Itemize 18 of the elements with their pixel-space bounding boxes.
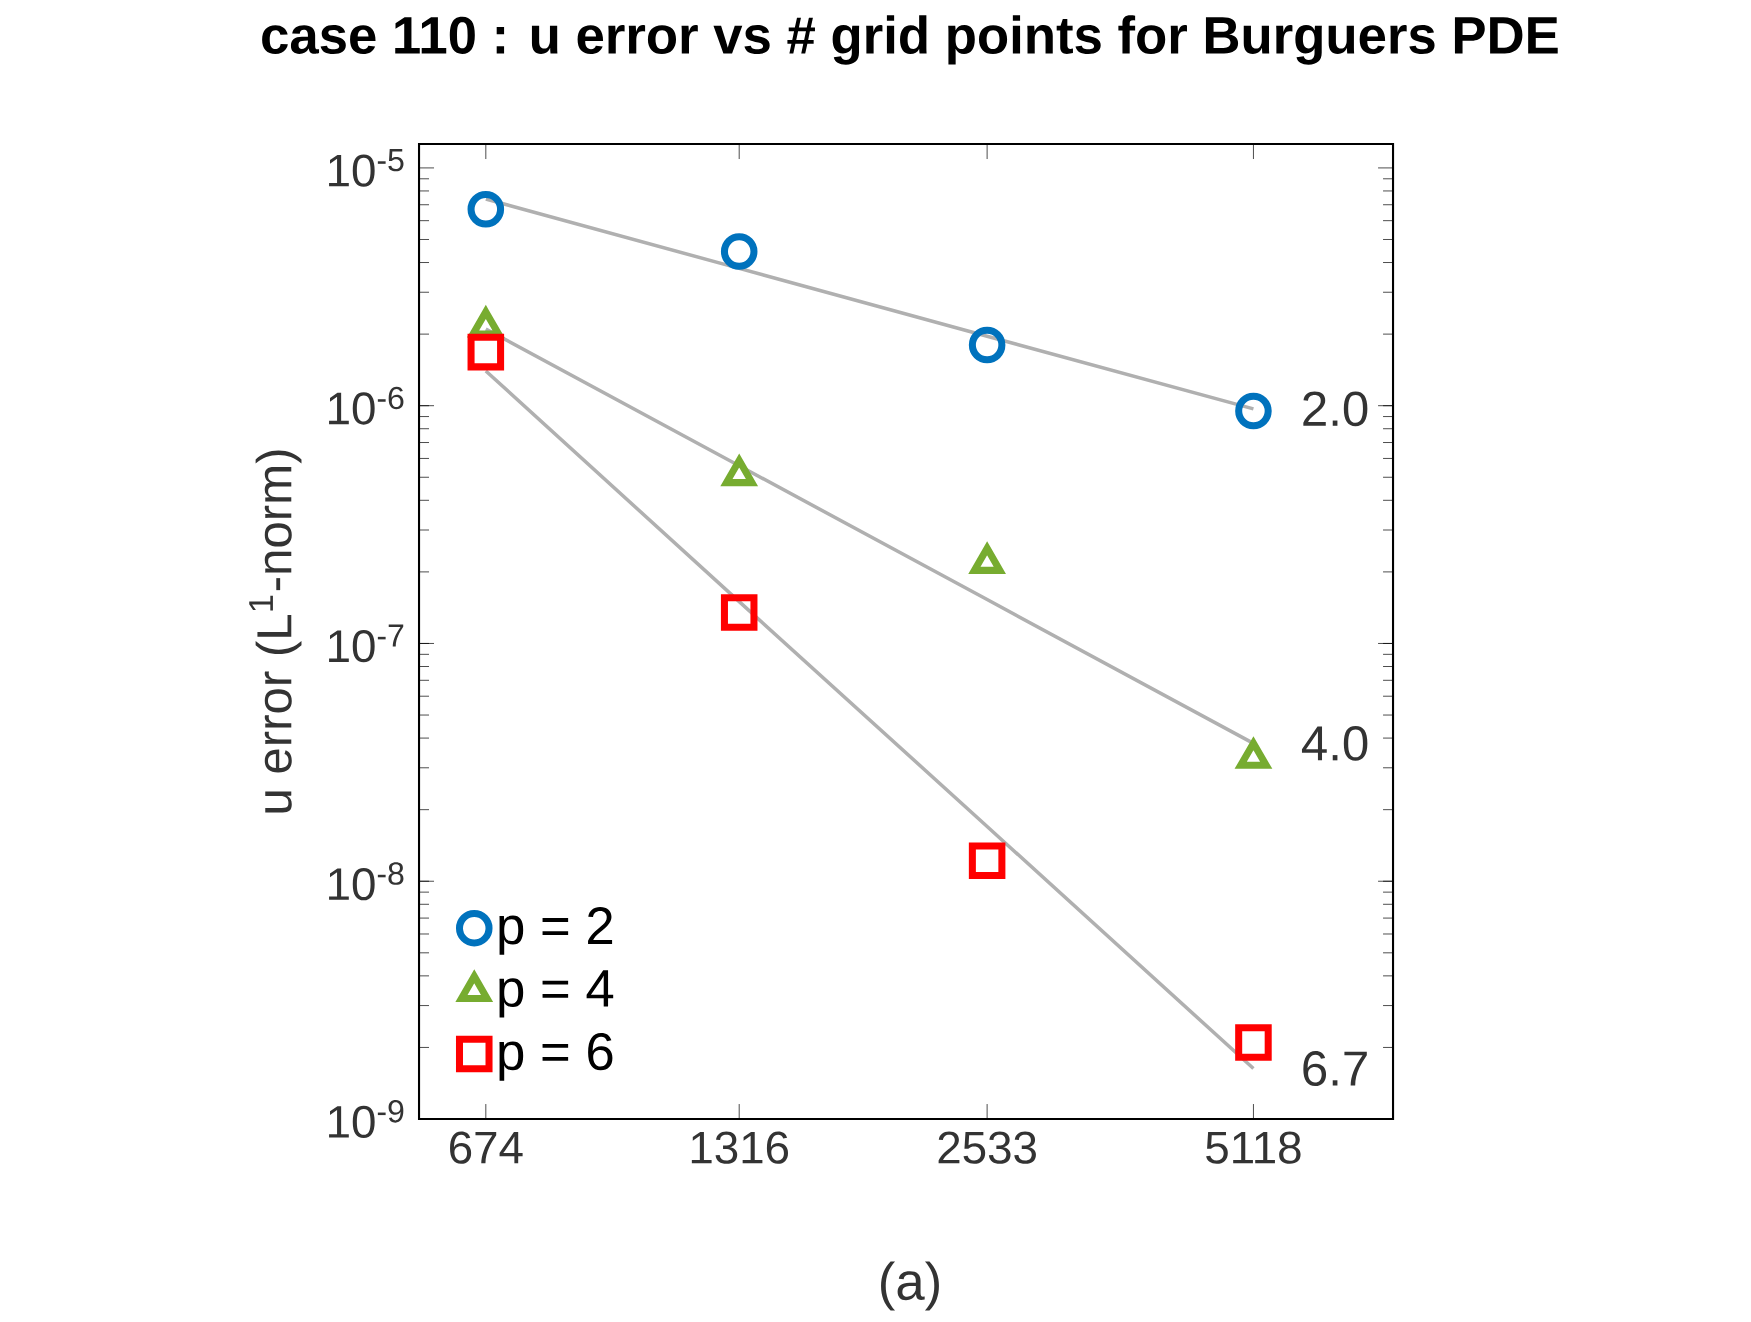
- x-tick-label: 5118: [1206, 1131, 1301, 1164]
- chart-title: case 110 : u error vs # grid points for Burguers PDE: [262, 15, 1558, 65]
- annotation: 6.7: [1303, 1050, 1367, 1086]
- annotation: 4.0: [1301, 725, 1368, 761]
- y-tick-label: 10$^{-7}$: [329, 624, 404, 663]
- y-tick-label: 10$^{-6}$: [329, 386, 404, 425]
- legend-label: p = 6: [499, 1032, 613, 1081]
- y-tick-label: 10$^{-9}$: [329, 1099, 404, 1138]
- x-tick-label: 1316: [691, 1131, 789, 1164]
- y-tick-label: 10$^{-8}$: [329, 862, 404, 901]
- x-tick-label: 2533: [938, 1131, 1036, 1164]
- y-axis-title: u error (L$^{1}$-norm): [249, 450, 302, 813]
- x-tick-label: 674: [450, 1131, 523, 1164]
- annotation: 2.0: [1303, 391, 1368, 427]
- legend-label: p = 2: [499, 906, 613, 955]
- x-axis-title: (a): [881, 1261, 939, 1311]
- y-tick-label: 10$^{-5}$: [329, 148, 404, 187]
- legend-label: p = 4: [499, 970, 614, 1018]
